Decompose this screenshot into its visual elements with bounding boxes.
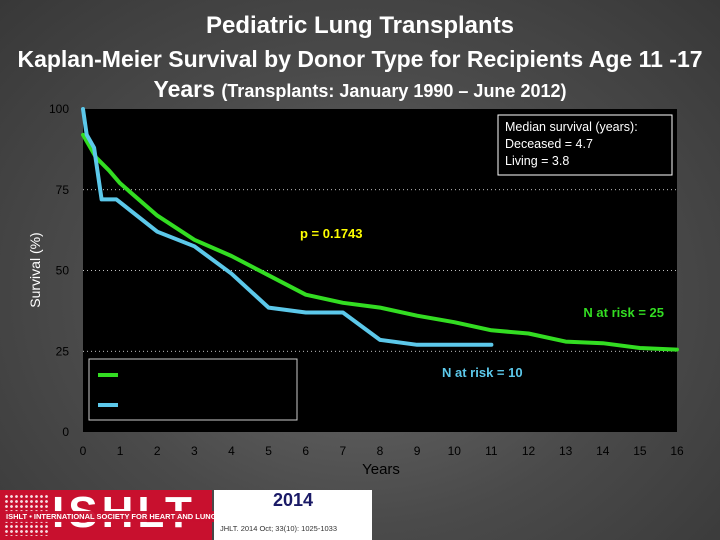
x-tick-label: 14 xyxy=(596,444,610,458)
x-axis-label: Years xyxy=(362,461,400,478)
y-tick-label: 100 xyxy=(49,102,69,116)
x-tick-label: 5 xyxy=(265,444,272,458)
y-tick-label: 50 xyxy=(56,264,70,278)
median-box xyxy=(497,114,673,176)
x-tick-label: 6 xyxy=(302,444,309,458)
x-tick-label: 9 xyxy=(414,444,421,458)
citation-box: 2014 JHLT. 2014 Oct; 33(10): 1025-1033 xyxy=(214,490,372,540)
series-line-living xyxy=(81,107,494,347)
n-at-risk-deceased: N at risk = 25 xyxy=(583,305,664,320)
x-tick-label: 2 xyxy=(154,444,161,458)
legend-label-living: Living (N = 26) xyxy=(128,398,213,413)
x-tick-label: 12 xyxy=(522,444,536,458)
y-axis-label: Survival (%) xyxy=(27,232,43,307)
subtitle-paren: (Transplants: January 1990 – June 2012) xyxy=(221,81,567,101)
x-tick-label: 10 xyxy=(448,444,462,458)
subtitle-main: Kaplan-Meier Survival by Donor Type for … xyxy=(17,46,703,102)
median-deceased: Deceased = 4.7 xyxy=(505,137,593,151)
median-title: Median survival (years): xyxy=(505,120,638,134)
n-at-risk-living: N at risk = 10 xyxy=(442,365,523,380)
x-tick-label: 8 xyxy=(377,444,384,458)
legend-box xyxy=(88,358,298,421)
y-tick-label: 75 xyxy=(56,183,70,197)
x-tick-label: 13 xyxy=(559,444,573,458)
x-tick-label: 4 xyxy=(228,444,235,458)
p-value-label: p = 0.1743 xyxy=(300,226,363,241)
x-tick-label: 11 xyxy=(485,444,498,458)
series-line-deceased xyxy=(81,132,679,352)
median-living: Living = 3.8 xyxy=(505,154,569,168)
ishlt-banner: ISHLT • INTERNATIONAL SOCIETY FOR HEART … xyxy=(0,511,372,522)
x-tick-label: 3 xyxy=(191,444,198,458)
y-tick-label: 0 xyxy=(62,425,69,439)
y-tick-label: 25 xyxy=(56,344,70,358)
x-tick-label: 15 xyxy=(633,444,647,458)
citation-text: JHLT. 2014 Oct; 33(10): 1025-1033 xyxy=(220,524,338,533)
x-tick-label: 1 xyxy=(117,444,124,458)
citation-year: 2014 xyxy=(272,490,314,510)
x-tick-label: 0 xyxy=(80,444,87,458)
x-tick-label: 7 xyxy=(340,444,347,458)
x-tick-label: 16 xyxy=(670,444,684,458)
legend-label-deceased: Deceased (N = 295) xyxy=(128,368,245,383)
chart-subtitle: Kaplan-Meier Survival by Donor Type for … xyxy=(10,44,710,106)
chart-title: Pediatric Lung Transplants xyxy=(205,12,515,39)
